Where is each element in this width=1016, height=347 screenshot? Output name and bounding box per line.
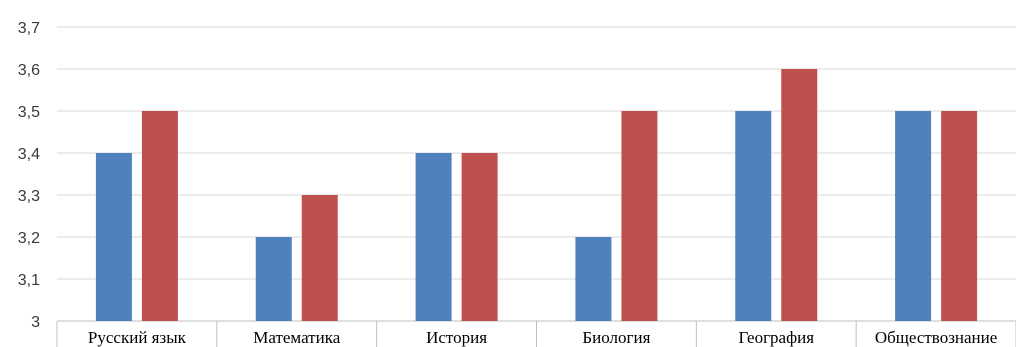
- y-tick-label: 3,4: [18, 146, 40, 163]
- axes: [56, 320, 1016, 347]
- bar-series-1-2: [415, 153, 452, 321]
- bar-series-2-2: [461, 153, 498, 321]
- y-tick-label: 3,1: [18, 272, 40, 289]
- bar-series-2-3: [621, 111, 658, 321]
- bar-series-2-1: [301, 195, 338, 321]
- bar-series-1-0: [95, 153, 132, 321]
- x-category-label: Обществознание: [875, 328, 997, 347]
- bar-series-1-5: [895, 111, 932, 321]
- bar-series-2-5: [941, 111, 978, 321]
- bar-series-1-1: [255, 237, 292, 321]
- x-category-label: История: [426, 328, 487, 347]
- y-tick-label: 3,2: [18, 230, 40, 247]
- bars: [95, 69, 978, 321]
- x-category-label: География: [738, 328, 814, 347]
- gridlines: [57, 26, 1016, 280]
- labels: 3 3,1 3,2 3,3 3,4 3,5 3,6 3,7 Русский язык Матема…: [18, 20, 998, 347]
- bar-series-2-4: [781, 69, 818, 321]
- y-tick-label: 3,5: [18, 104, 40, 121]
- y-tick-label: 3: [31, 314, 40, 331]
- y-tick-label: 3,3: [18, 188, 40, 205]
- y-tick-label: 3,6: [18, 62, 40, 79]
- x-category-label: Математика: [253, 328, 340, 347]
- y-tick-label: 3,7: [18, 20, 40, 37]
- x-category-label: Биология: [582, 328, 650, 347]
- bar-series-1-3: [575, 237, 612, 321]
- bar-series-2-0: [141, 111, 178, 321]
- x-category-label: Русский язык: [88, 328, 187, 347]
- bar-series-1-4: [735, 111, 772, 321]
